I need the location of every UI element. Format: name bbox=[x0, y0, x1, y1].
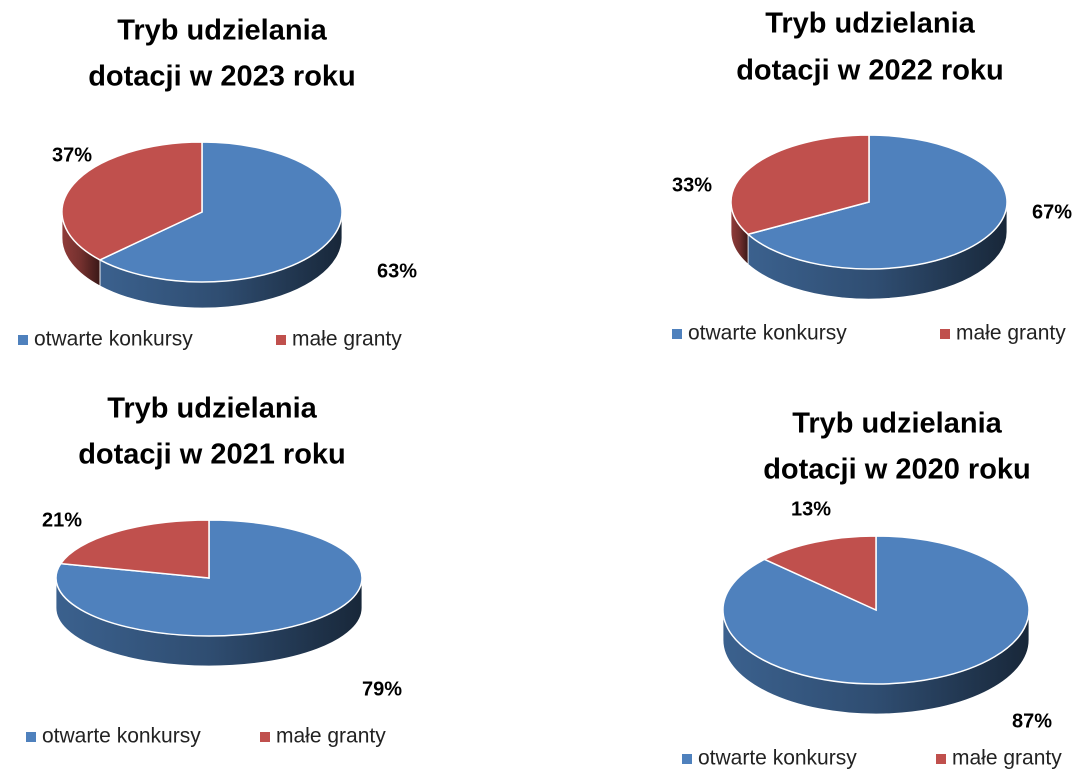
data-label: 67% bbox=[1032, 201, 1072, 223]
legend-swatch bbox=[672, 329, 682, 339]
data-label: 13% bbox=[791, 498, 831, 520]
data-label: 79% bbox=[362, 678, 402, 700]
chart-title: dotacji w 2021 roku bbox=[78, 439, 346, 471]
legend-swatch bbox=[260, 732, 270, 742]
pie-slice bbox=[59, 519, 210, 579]
data-label: 37% bbox=[52, 144, 92, 166]
legend-label: otwarte konkursy bbox=[42, 725, 201, 748]
data-label: 21% bbox=[42, 509, 82, 531]
chart-title: dotacji w 2023 roku bbox=[88, 61, 356, 93]
legend-swatch bbox=[18, 335, 28, 345]
legend-label: małe granty bbox=[292, 328, 402, 351]
legend-swatch bbox=[276, 335, 286, 345]
pie-slice bbox=[61, 141, 203, 261]
legend-swatch bbox=[26, 732, 36, 742]
data-label: 87% bbox=[1012, 710, 1052, 732]
chart-title: Tryb udzielania bbox=[107, 393, 317, 425]
pie-slice bbox=[98, 141, 343, 283]
legend-swatch bbox=[682, 754, 692, 764]
legend-label: otwarte konkursy bbox=[688, 322, 847, 345]
legend-label: małe granty bbox=[952, 747, 1062, 770]
legend-swatch bbox=[940, 329, 950, 339]
pie-chart: Tryb udzielania dotacji w 2023 roku 63% 37%… bbox=[18, 15, 417, 351]
pie-chart: Tryb udzielania dotacji w 2022 roku 67% 33%… bbox=[672, 8, 1072, 345]
pie-slice bbox=[730, 134, 870, 236]
chart-title: Tryb udzielania bbox=[765, 8, 975, 40]
data-label: 33% bbox=[672, 174, 712, 196]
legend-label: małe granty bbox=[276, 725, 386, 748]
chart-title: dotacji w 2022 roku bbox=[736, 55, 1004, 87]
legend-label: otwarte konkursy bbox=[34, 328, 193, 351]
pie-slice bbox=[762, 535, 877, 612]
pie-chart: Tryb udzielania dotacji w 2020 roku 87% 13%… bbox=[682, 408, 1062, 770]
data-label: 63% bbox=[377, 260, 417, 282]
legend-swatch bbox=[936, 754, 946, 764]
chart-title: Tryb udzielania bbox=[117, 15, 327, 47]
chart-title: Tryb udzielania bbox=[792, 408, 1002, 440]
pie-chart: Tryb udzielania dotacji w 2021 roku 79% 21%… bbox=[26, 393, 402, 748]
pie-slice bbox=[746, 134, 1008, 270]
legend-label: otwarte konkursy bbox=[698, 747, 857, 770]
legend-label: małe granty bbox=[956, 322, 1066, 345]
chart-title: dotacji w 2020 roku bbox=[763, 454, 1031, 486]
